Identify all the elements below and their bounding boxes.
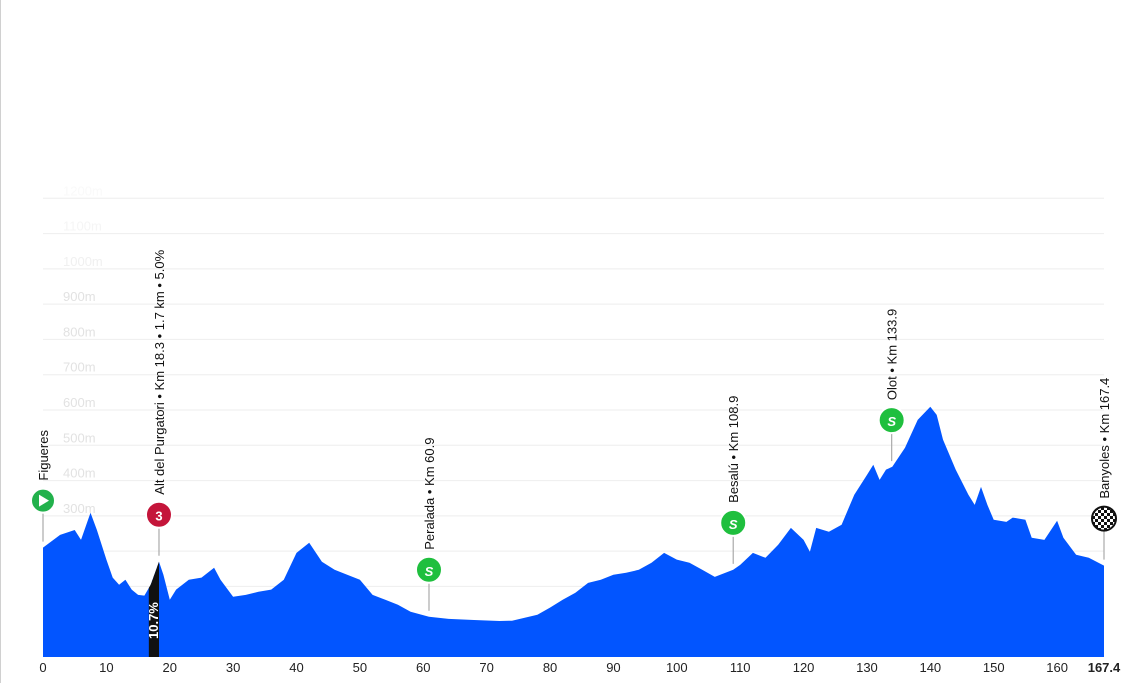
y-tick-label: 500m xyxy=(63,430,96,445)
x-tick-label: 60 xyxy=(416,660,430,675)
sprint-icon-label: S xyxy=(425,564,434,579)
x-tick-label: 150 xyxy=(983,660,1005,675)
sprint-icon xyxy=(719,508,748,537)
waypoint: 3 Alt del Purgatori • Km 18.3 • 1.7 km • … xyxy=(144,249,173,556)
waypoint-label: Figueres xyxy=(36,430,51,481)
waypoint: Banyoles • Km 167.4 xyxy=(1091,378,1117,560)
x-tick-label: 130 xyxy=(856,660,878,675)
x-tick-label: 10 xyxy=(99,660,113,675)
climb-icon xyxy=(144,500,173,529)
y-tick-label: 1000m xyxy=(63,254,103,269)
x-tick-label: 70 xyxy=(479,660,493,675)
x-tick-label: 50 xyxy=(353,660,367,675)
climb-segment xyxy=(148,561,159,657)
sprint-icon-label: S xyxy=(729,517,738,532)
climb-icon-label: 3 xyxy=(155,509,162,524)
sprint-icon xyxy=(877,406,906,435)
waypoint: S Olot • Km 133.9 xyxy=(877,309,906,462)
waypoint: Figueres xyxy=(30,430,56,542)
y-tick-label: 800m xyxy=(63,324,96,339)
x-tick-label: 30 xyxy=(226,660,240,675)
waypoint-label: Olot • Km 133.9 xyxy=(885,309,900,400)
finish-icon xyxy=(1091,505,1117,532)
x-tick-label: 0 xyxy=(39,660,46,675)
x-tick-label: 80 xyxy=(543,660,557,675)
x-tick-label: 90 xyxy=(606,660,620,675)
x-tick-label: 40 xyxy=(289,660,303,675)
y-tick-label: 900m xyxy=(63,289,96,304)
waypoint-label: Alt del Purgatori • Km 18.3 • 1.7 km • 5… xyxy=(152,249,167,494)
x-tick-label: 120 xyxy=(793,660,815,675)
sprint-icon xyxy=(414,555,443,584)
waypoint: S Peralada • Km 60.9 xyxy=(414,438,443,611)
x-tick-label: 160 xyxy=(1046,660,1068,675)
climb-gradient: 10.7% xyxy=(146,602,161,639)
y-tick-label: 1200m xyxy=(63,183,103,198)
y-tick-label: 400m xyxy=(63,466,96,481)
x-tick-label: 110 xyxy=(730,660,751,675)
y-tick-label: 600m xyxy=(63,395,96,410)
elevation-area xyxy=(43,406,1104,657)
waypoint-label: Banyoles • Km 167.4 xyxy=(1097,378,1112,499)
waypoint: S Besalú • Km 108.9 xyxy=(719,396,748,564)
x-tick-label: 100 xyxy=(666,660,688,675)
waypoint-label: Besalú • Km 108.9 xyxy=(726,396,741,503)
sprint-icon-label: S xyxy=(887,414,896,429)
x-tick-label: 20 xyxy=(163,660,177,675)
waypoint-label: Peralada • Km 60.9 xyxy=(422,438,437,550)
x-tick-label: 140 xyxy=(919,660,941,675)
y-tick-label: 700m xyxy=(63,360,96,375)
y-tick-label: 1100m xyxy=(63,219,102,234)
x-tick-label: 167.4 xyxy=(1088,660,1121,675)
start-arrow xyxy=(39,494,49,507)
y-tick-label: 300m xyxy=(63,501,96,516)
